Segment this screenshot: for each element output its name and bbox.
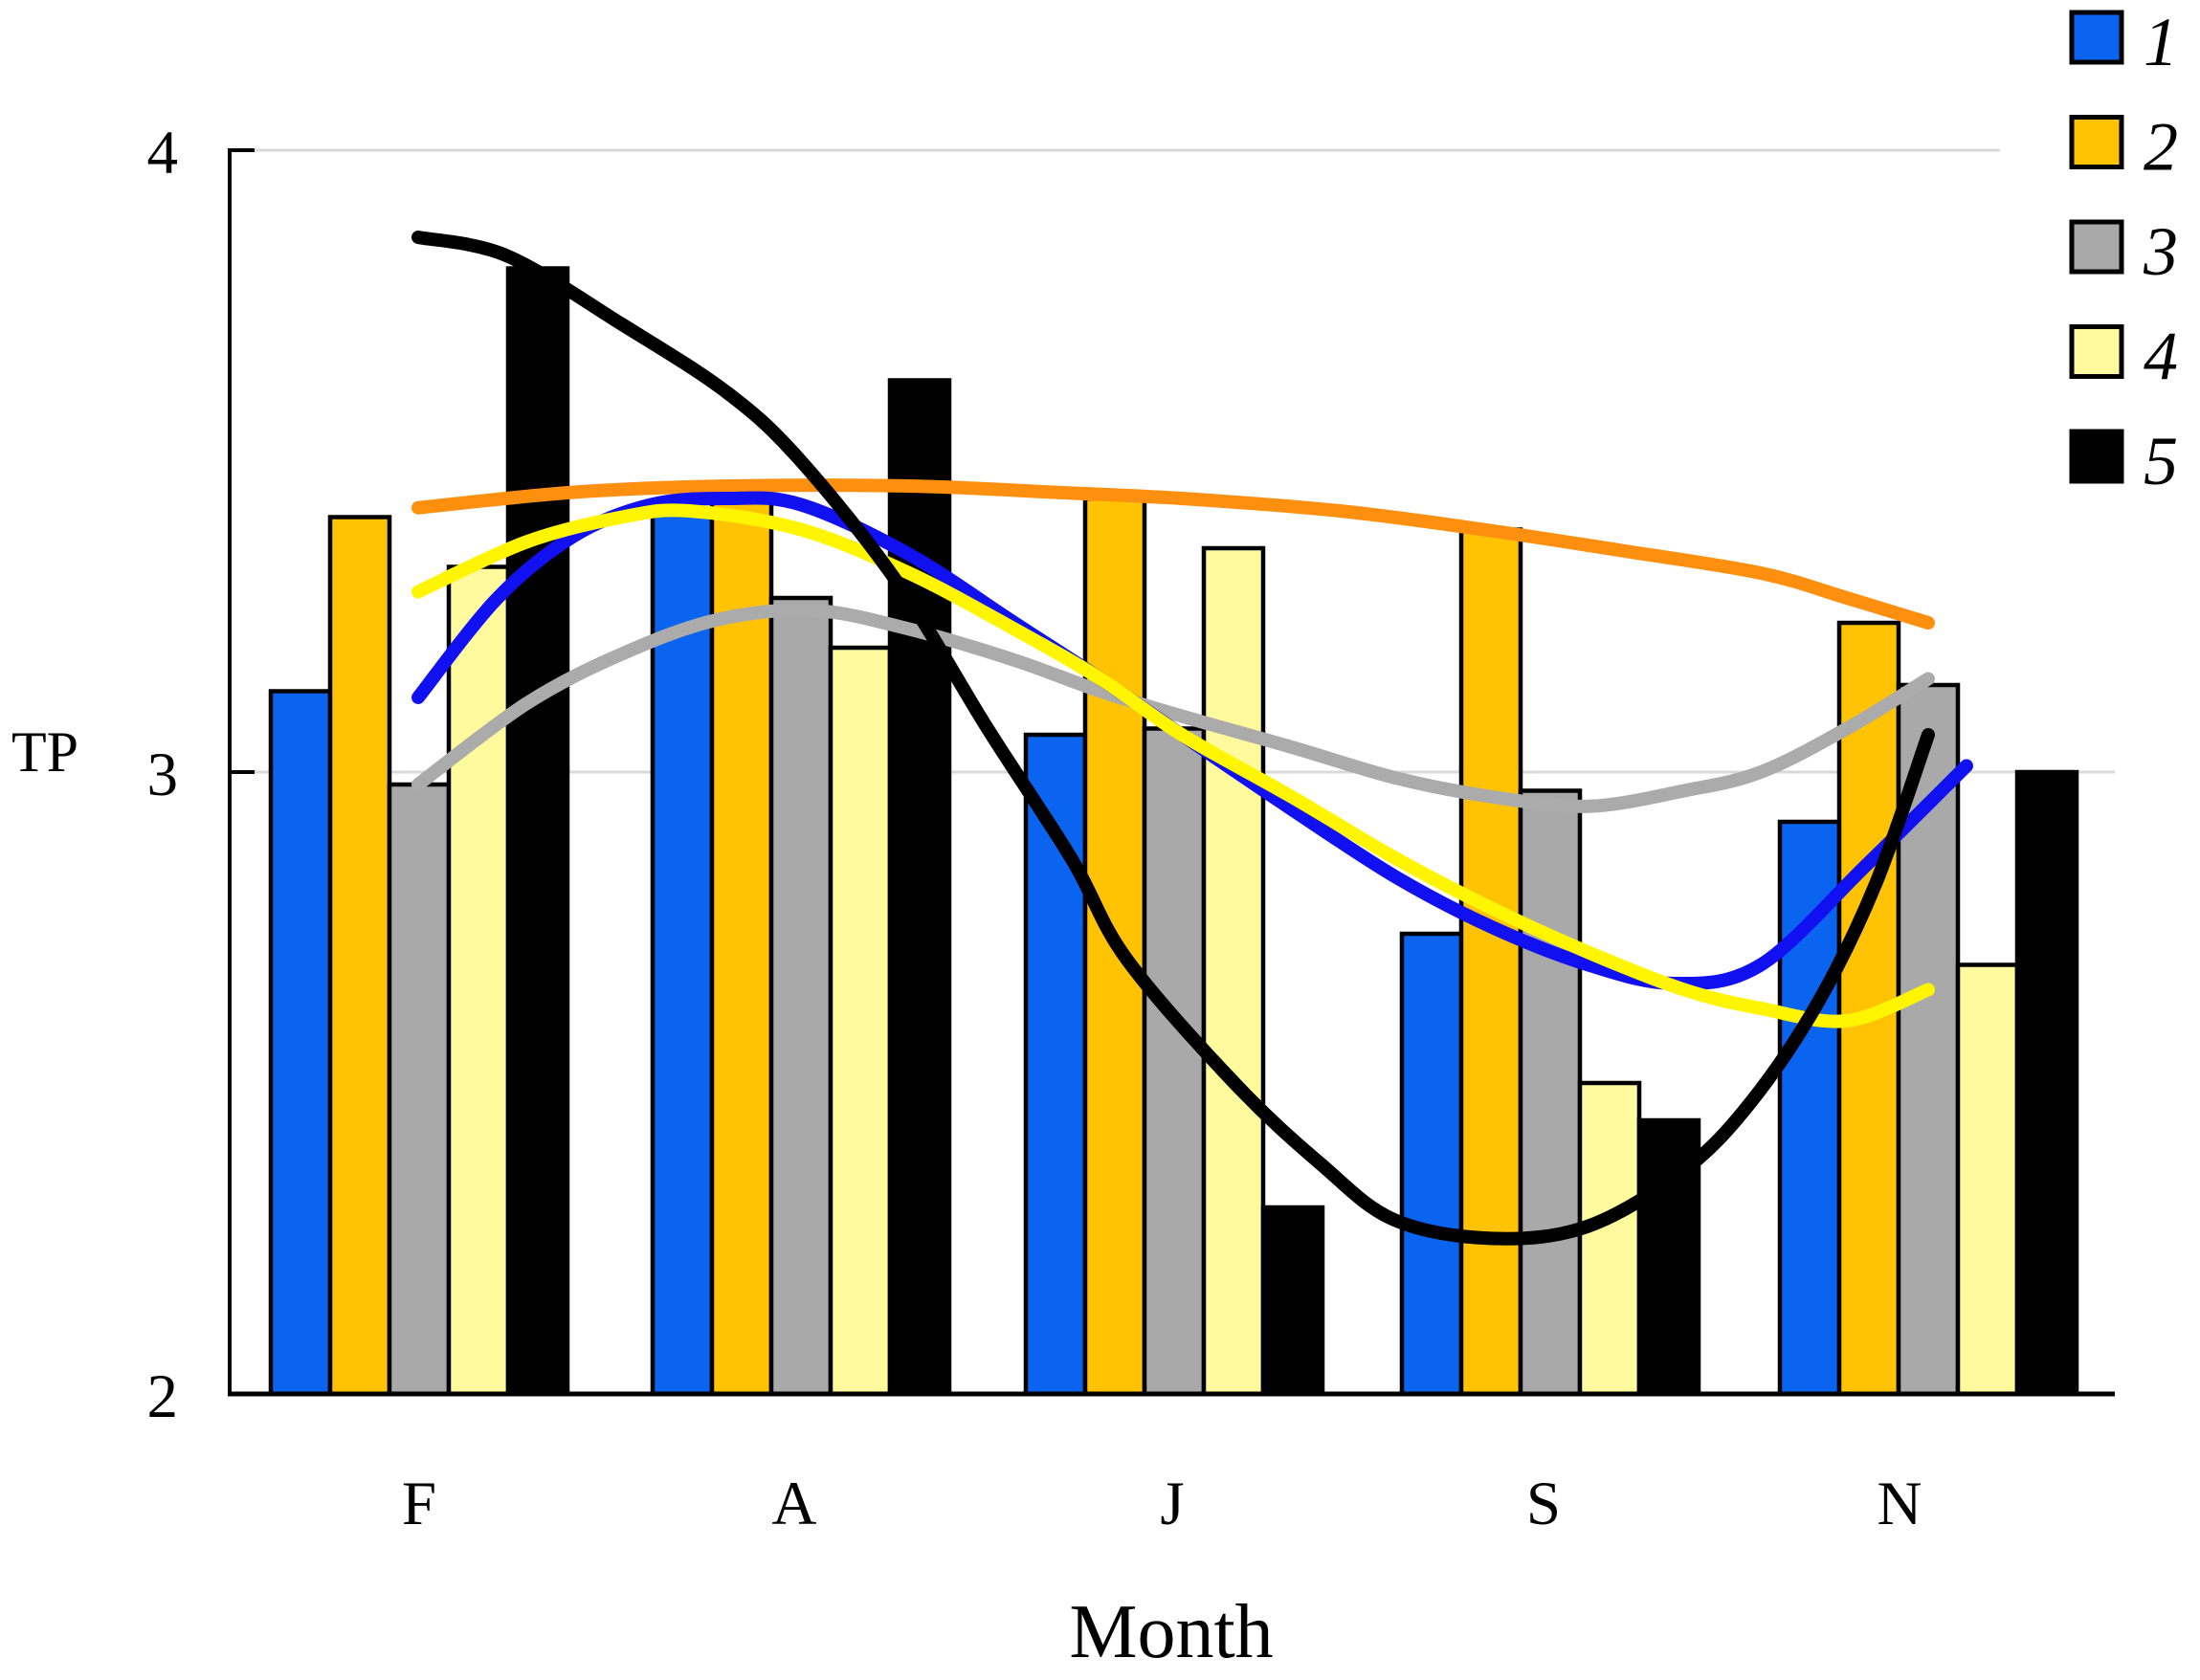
bar-series1-F bbox=[268, 689, 333, 1397]
legend-swatch-1 bbox=[2069, 10, 2124, 65]
bar-series4-J bbox=[1201, 545, 1266, 1397]
bar-series5-F bbox=[505, 266, 570, 1397]
bar-series4-N bbox=[1955, 962, 2020, 1397]
legend-label-5: 5 bbox=[2144, 423, 2178, 499]
legend-item-3: 3 bbox=[2069, 213, 2178, 290]
axis-labels-layer: TP Month 4 3 2 F A J S N bbox=[11, 119, 1922, 1674]
bar-series4-A bbox=[828, 645, 893, 1397]
bar-series5-N bbox=[2014, 769, 2079, 1397]
legend: 1 2 3 4 5 bbox=[2069, 4, 2178, 499]
trend-lines-layer bbox=[411, 231, 1973, 1246]
legend-swatch-2 bbox=[2069, 115, 2124, 169]
legend-item-2: 2 bbox=[2069, 109, 2178, 186]
y-tick-label-3: 3 bbox=[147, 741, 179, 809]
x-tick-label-A: A bbox=[772, 1470, 817, 1538]
bar-series4-F bbox=[446, 564, 511, 1397]
bar-group-J bbox=[1023, 496, 1325, 1397]
x-tick-label-J: J bbox=[1160, 1470, 1184, 1538]
trend-line-series5 bbox=[411, 231, 1935, 1246]
bar-series2-F bbox=[327, 515, 392, 1397]
bar-series2-S bbox=[1458, 527, 1523, 1397]
bar-series3-A bbox=[768, 595, 833, 1397]
bar-series3-S bbox=[1518, 788, 1583, 1397]
legend-swatch-5 bbox=[2069, 429, 2124, 484]
trend-line-series3 bbox=[411, 603, 1935, 813]
legend-item-1: 1 bbox=[2069, 4, 2178, 80]
trend-line-series2 bbox=[411, 478, 1935, 630]
bar-group-S bbox=[1399, 527, 1701, 1397]
bar-group-F bbox=[268, 266, 570, 1397]
y-tick-label-2: 2 bbox=[147, 1362, 179, 1431]
bar-series5-A bbox=[887, 378, 952, 1397]
legend-item-5: 5 bbox=[2069, 423, 2178, 499]
y-axis-title: TP bbox=[11, 720, 78, 784]
legend-swatch-4 bbox=[2069, 324, 2124, 379]
x-tick-label-S: S bbox=[1526, 1470, 1561, 1538]
bar-series3-J bbox=[1142, 726, 1207, 1397]
x-tick-label-N: N bbox=[1878, 1470, 1922, 1538]
legend-label-1: 1 bbox=[2144, 4, 2178, 80]
trend-line-series4 bbox=[411, 503, 1935, 1028]
legend-label-3: 3 bbox=[2143, 213, 2178, 290]
bar-series1-S bbox=[1399, 931, 1464, 1397]
bar-series4-S bbox=[1577, 1080, 1642, 1397]
legend-label-4: 4 bbox=[2144, 319, 2178, 395]
bars-layer bbox=[268, 266, 2079, 1397]
axes-layer bbox=[228, 148, 2115, 1397]
bar-group-A bbox=[650, 378, 952, 1397]
bar-series3-F bbox=[387, 782, 452, 1397]
x-axis-title: Month bbox=[1069, 1590, 1273, 1674]
x-tick-label-F: F bbox=[402, 1470, 436, 1538]
legend-label-2: 2 bbox=[2144, 109, 2178, 186]
legend-item-4: 4 bbox=[2069, 319, 2178, 395]
y-tick-label-4: 4 bbox=[147, 119, 179, 188]
legend-swatch-3 bbox=[2069, 219, 2124, 275]
bar-series5-J bbox=[1260, 1205, 1325, 1397]
